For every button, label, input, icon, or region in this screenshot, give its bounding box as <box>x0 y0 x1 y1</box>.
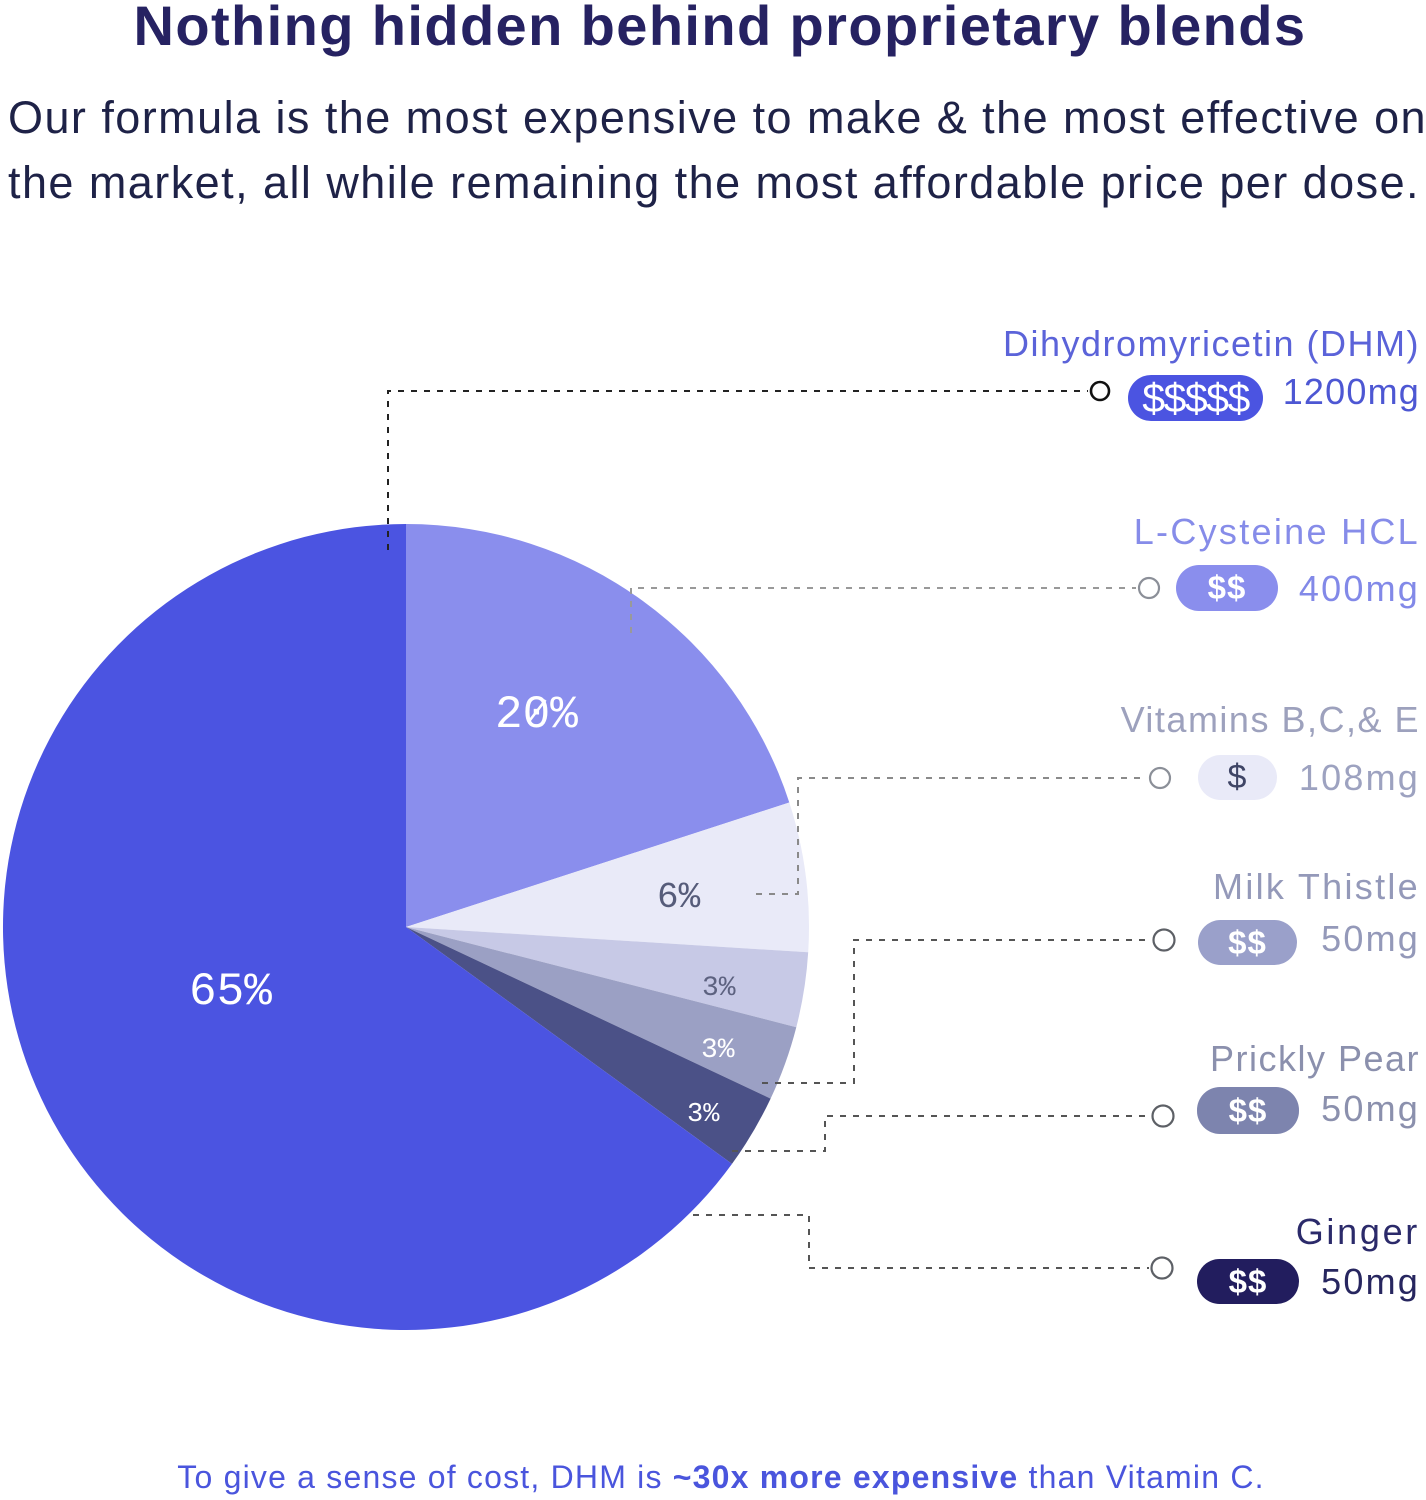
svg-text:20%: 20% <box>495 689 578 741</box>
svg-text:3%: 3% <box>702 973 736 1004</box>
svg-text:3%: 3% <box>687 1100 720 1130</box>
svg-text:3%: 3% <box>701 1035 735 1066</box>
svg-text:6%: 6% <box>657 877 701 918</box>
svg-text:65%: 65% <box>189 966 272 1018</box>
